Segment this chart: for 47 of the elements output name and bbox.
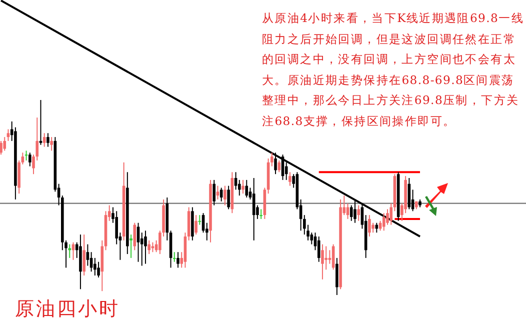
candlestick bbox=[252, 178, 256, 241]
candlestick bbox=[220, 187, 223, 202]
candlestick bbox=[39, 100, 42, 146]
candlestick bbox=[144, 230, 147, 264]
candlestick bbox=[242, 179, 244, 194]
text: 原油四小时 bbox=[15, 297, 120, 322]
candlestick bbox=[336, 257, 338, 296]
candlestick bbox=[176, 252, 180, 268]
candlestick bbox=[278, 160, 281, 173]
candlestick bbox=[227, 185, 230, 210]
candlestick bbox=[148, 240, 150, 255]
candlestick bbox=[357, 204, 360, 222]
candlestick bbox=[354, 198, 356, 224]
annotation: 从原油4小时来看，当下K线近期遇阻69.8一线阻力之后开始回调，但是这波回调任然在正常的回调之中，没有回调，上方空间也不会有太大。原油近期走势保持在68.8-69.8区间震荡整理中，那么今日上方关注69.8压制，下方关注68.8支撑，保持区间操作即可。 bbox=[262, 10, 524, 130]
candlestick bbox=[172, 252, 176, 262]
candlestick bbox=[194, 214, 198, 236]
candlestick bbox=[317, 236, 320, 262]
candlestick bbox=[382, 212, 386, 232]
candlestick bbox=[6, 128, 10, 142]
candlestick bbox=[245, 179, 248, 198]
candlestick bbox=[260, 208, 262, 220]
candlestick bbox=[50, 136, 53, 152]
candlestick bbox=[224, 185, 226, 206]
candlestick bbox=[3, 136, 6, 152]
candlestick bbox=[274, 152, 277, 175]
candlestick bbox=[408, 178, 411, 210]
candlestick bbox=[28, 152, 32, 167]
candlestick bbox=[234, 172, 238, 190]
candlestick bbox=[86, 244, 90, 266]
candlestick bbox=[288, 172, 292, 186]
candlestick bbox=[130, 234, 132, 258]
candlestick bbox=[24, 150, 28, 161]
candlestick bbox=[198, 214, 202, 226]
candlestick bbox=[372, 222, 374, 234]
candlestick bbox=[324, 246, 328, 270]
candlestick bbox=[0, 140, 2, 156]
candlestick bbox=[42, 132, 46, 148]
candlestick bbox=[368, 214, 371, 237]
candlestick bbox=[82, 234, 86, 276]
candlestick bbox=[97, 261, 100, 278]
candlestick bbox=[321, 244, 324, 280]
candlestick bbox=[46, 132, 50, 148]
candlestick bbox=[328, 250, 332, 264]
candlestick bbox=[133, 222, 136, 251]
candlestick bbox=[68, 244, 72, 258]
candlestick bbox=[216, 185, 220, 200]
candlestick bbox=[212, 179, 216, 206]
